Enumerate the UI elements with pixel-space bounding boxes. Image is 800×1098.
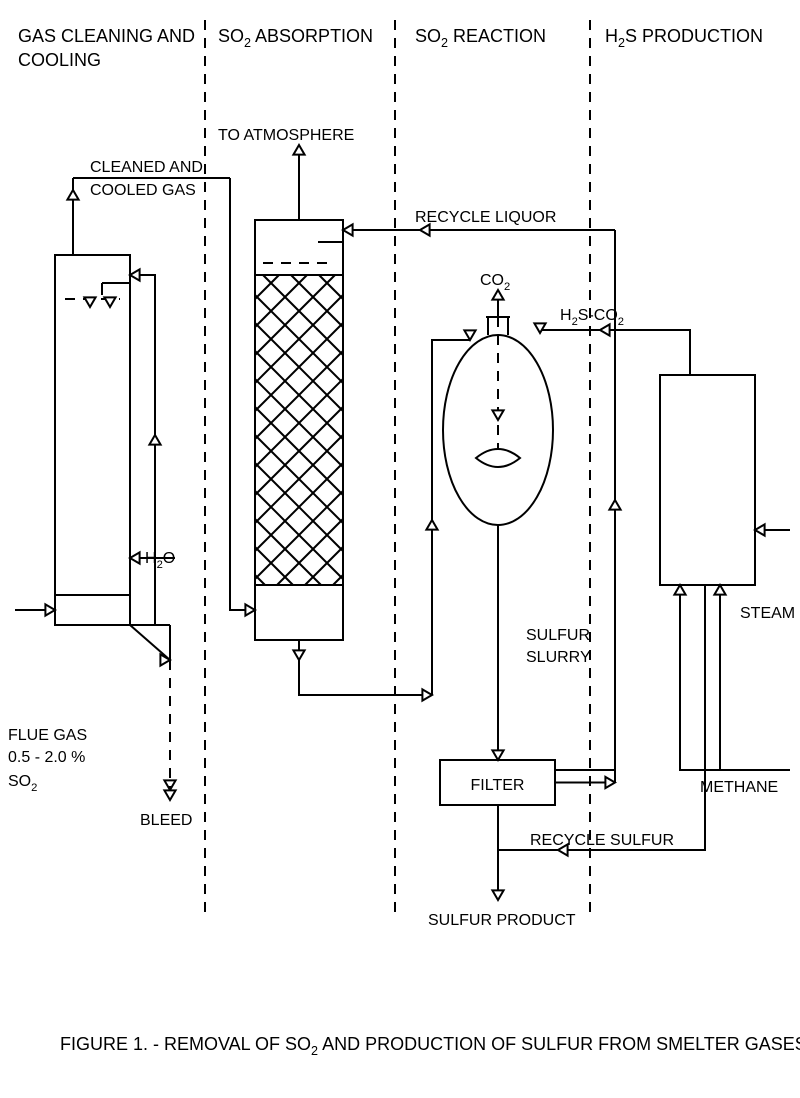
filter-label: FILTER bbox=[471, 777, 525, 794]
section-title: COOLING bbox=[18, 50, 101, 70]
section-title: H2S PRODUCTION bbox=[605, 26, 763, 50]
flue-gas-label: FLUE GAS bbox=[8, 727, 87, 744]
methane-label: METHANE bbox=[700, 779, 778, 796]
bleed-label: BLEED bbox=[140, 812, 192, 829]
sulfur-slurry-label: SULFUR bbox=[526, 627, 590, 644]
flue-gas-label: SO2 bbox=[8, 773, 37, 794]
recycle-liquor-label: RECYCLE LIQUOR bbox=[415, 209, 556, 226]
figure-caption: FIGURE 1. - REMOVAL OF SO2 AND PRODUCTIO… bbox=[60, 1034, 800, 1058]
section-title: SO2 ABSORPTION bbox=[218, 26, 373, 50]
section-title: SO2 REACTION bbox=[415, 26, 546, 50]
to-atmosphere-label: TO ATMOSPHERE bbox=[218, 127, 354, 144]
sulfur-slurry-label: SLURRY bbox=[526, 649, 591, 666]
steam-label: STEAM bbox=[740, 605, 795, 622]
cleaned-gas-label: COOLED GAS bbox=[90, 182, 196, 199]
co2-label: CO2 bbox=[480, 272, 510, 293]
section-title: GAS CLEANING AND bbox=[18, 26, 195, 46]
sulfur-product-label: SULFUR PRODUCT bbox=[428, 912, 576, 929]
recycle-sulfur-label: RECYCLE SULFUR bbox=[530, 832, 674, 849]
cleaned-gas-label: CLEANED AND bbox=[90, 159, 203, 176]
flue-gas-label: 0.5 - 2.0 % bbox=[8, 749, 85, 766]
h2o-label: H2O bbox=[145, 550, 175, 571]
